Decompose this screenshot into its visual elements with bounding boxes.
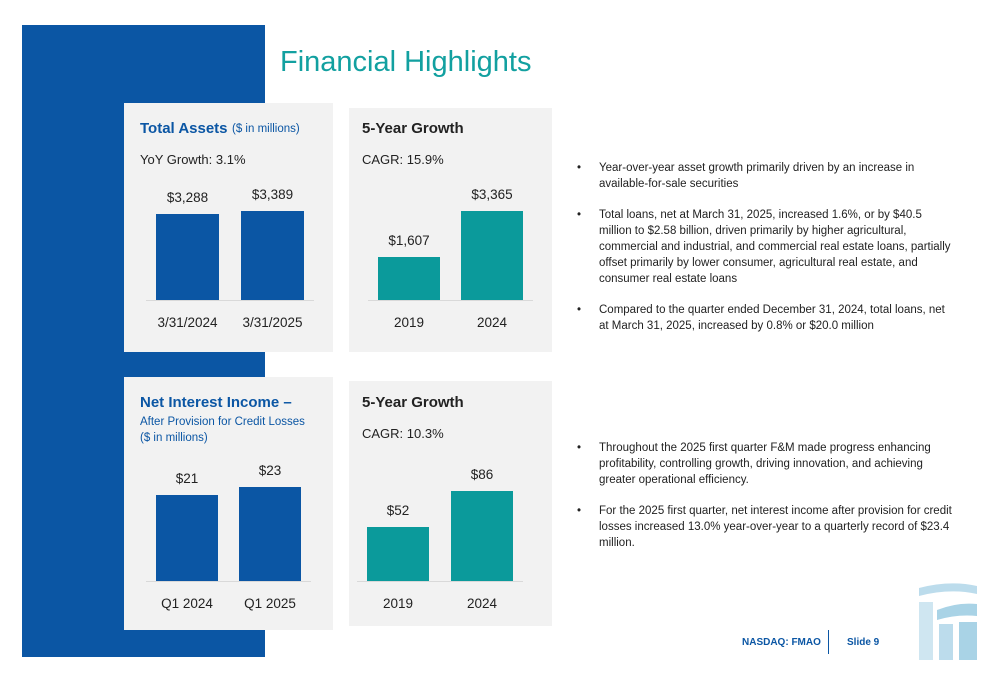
bar bbox=[451, 491, 513, 581]
bar bbox=[156, 213, 219, 300]
bar bbox=[241, 211, 304, 300]
panel bbox=[349, 381, 552, 626]
value-label: $3,288 bbox=[166, 189, 209, 205]
panel-subtitle: ($ in millions) bbox=[232, 123, 300, 135]
category-label: 2019 bbox=[382, 596, 414, 611]
bar bbox=[239, 487, 301, 581]
bar bbox=[461, 211, 523, 300]
category-label: 3/31/2025 bbox=[242, 315, 303, 330]
value-label: $86 bbox=[470, 467, 494, 482]
bar bbox=[156, 495, 218, 581]
bar bbox=[367, 526, 429, 581]
bullet-list: Throughout the 2025 first quarter F&M ma… bbox=[575, 440, 955, 566]
panel-subtitle: After Provision for Credit Losses bbox=[140, 416, 305, 428]
bullet: For the 2025 first quarter, net interest… bbox=[575, 503, 955, 551]
category-label: 2019 bbox=[393, 315, 425, 330]
value-label: $23 bbox=[258, 463, 282, 478]
bullet: Year-over-year asset growth primarily dr… bbox=[575, 160, 955, 192]
category-label: Q1 2025 bbox=[244, 596, 296, 611]
baseline bbox=[357, 581, 523, 582]
ticker: NASDAQ: FMAO bbox=[742, 637, 821, 648]
bar bbox=[378, 257, 440, 300]
panel-subtitle: ($ in millions) bbox=[140, 432, 208, 444]
panel-annotation: YoY Growth: 3.1% bbox=[140, 152, 246, 167]
separator bbox=[828, 630, 829, 654]
bullet-list: Year-over-year asset growth primarily dr… bbox=[575, 160, 955, 349]
bullet: Throughout the 2025 first quarter F&M ma… bbox=[575, 440, 955, 488]
value-label: $21 bbox=[175, 471, 199, 487]
category-label: 3/31/2024 bbox=[157, 315, 218, 330]
category-label: Q1 2024 bbox=[161, 596, 213, 611]
slide-number: Slide 9 bbox=[847, 637, 880, 648]
bullet: Compared to the quarter ended December 3… bbox=[575, 302, 955, 334]
panel-annotation: CAGR: 10.3% bbox=[362, 426, 444, 441]
baseline bbox=[368, 300, 533, 301]
logo bbox=[919, 583, 977, 660]
baseline bbox=[146, 581, 311, 582]
slide-title: Financial Highlights bbox=[280, 46, 532, 78]
panel-title: 5-Year Growth bbox=[362, 120, 464, 137]
category-label: 2024 bbox=[466, 596, 498, 611]
value-label: $3,389 bbox=[251, 187, 294, 202]
panel-title: Net Interest Income – bbox=[140, 394, 292, 411]
value-label: $3,365 bbox=[471, 187, 513, 202]
baseline bbox=[146, 300, 314, 301]
band-notch bbox=[265, 25, 295, 105]
value-label: $52 bbox=[386, 502, 410, 518]
panel-title: 5-Year Growth bbox=[362, 394, 464, 411]
panel-annotation: CAGR: 15.9% bbox=[362, 152, 444, 167]
panel-title: Total Assets bbox=[140, 120, 228, 137]
bullet: Total loans, net at March 31, 2025, incr… bbox=[575, 207, 955, 287]
category-label: 2024 bbox=[476, 315, 508, 330]
value-label: $1,607 bbox=[388, 233, 430, 249]
